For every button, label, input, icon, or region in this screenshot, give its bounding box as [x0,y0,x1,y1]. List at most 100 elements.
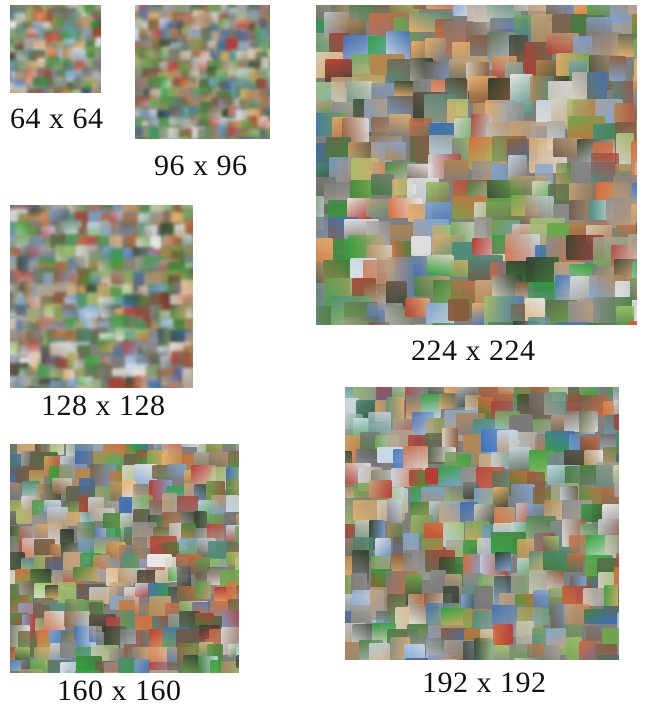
mosaic-patch [498,387,514,394]
mosaic-patch [495,552,511,571]
mosaic-patch [183,379,193,388]
mosaic-patch [614,414,619,430]
mosaic-patch [18,669,44,673]
mosaic-192 [345,387,619,660]
mosaic-patch [493,624,513,646]
mosaic-patch [10,387,31,388]
mosaic-patch [614,400,619,415]
mosaic-patch [614,481,619,497]
mosaic-patch [369,643,390,660]
mosaic-patch [451,260,469,278]
mosaic-patch [387,499,403,525]
mosaic-patch [425,38,446,60]
mosaic-patch [231,86,240,97]
mosaic-patch [474,638,493,661]
mosaic-patch [441,659,458,660]
mosaic-patch [543,645,560,660]
mosaic-patch [385,142,405,160]
image-160 [10,444,239,673]
image-64 [10,5,101,93]
mosaic-patch [268,49,270,58]
mosaic-patch [369,322,390,325]
mosaic-patch [170,382,183,388]
mosaic-patch [208,138,227,139]
mosaic-patch [532,608,549,625]
mosaic-patch [217,126,228,139]
mosaic-patch [76,387,90,388]
mosaic-patch [628,5,637,14]
mosaic-patch [183,655,197,673]
mosaic-patch [407,624,428,643]
mosaic-patch [369,480,392,499]
mosaic-patch [16,509,32,524]
mosaic-patch [135,69,138,80]
label-192: 192 x 192 [422,668,547,698]
mosaic-160 [10,444,239,673]
mosaic-patch [50,380,68,388]
mosaic-patch [149,126,160,139]
mosaic-patch [613,465,619,482]
mosaic-patch [62,304,76,318]
mosaic-patch [195,581,211,600]
mosaic-128 [10,205,193,388]
image-96 [135,5,270,139]
mosaic-patch [149,670,178,673]
mosaic-patch [589,323,618,325]
image-192 [345,387,619,660]
mosaic-patch [543,536,559,551]
mosaic-patch [185,220,193,233]
mosaic-96 [135,5,270,139]
mosaic-patch [139,29,148,39]
mosaic-patch [89,626,103,642]
label-64: 64 x 64 [10,104,104,134]
mosaic-patch [371,174,394,195]
label-224: 224 x 224 [411,336,536,366]
mosaic-patch [389,114,411,136]
mosaic-patch [100,221,111,236]
label-128: 128 x 128 [41,391,166,421]
mosaic-patch [150,99,159,108]
mosaic-patch [236,19,251,29]
mosaic-patch [628,321,637,325]
mosaic-patch [628,234,637,251]
mosaic-patch [188,77,197,87]
mosaic-patch [52,18,63,27]
mosaic-patch [494,645,510,660]
mosaic-patch [474,586,493,610]
mosaic-patch [60,640,77,658]
mosaic-patch [257,136,270,139]
label-160: 160 x 160 [57,676,182,706]
mosaic-patch [19,581,34,595]
mosaic-patch [488,322,513,325]
image-128 [10,205,193,388]
mosaic-patch [103,672,119,673]
mosaic-patch [134,659,150,673]
mosaic-patch [53,8,65,18]
mosaic-patch [636,119,637,140]
mosaic-patch [29,387,50,388]
mosaic-patch [93,88,101,93]
mosaic-patch [555,322,592,325]
mosaic-patch [448,299,469,321]
mosaic-patch [266,5,270,7]
mosaic-patch [411,236,431,256]
mosaic-patch [567,553,583,572]
image-224 [316,5,637,325]
mosaic-patch [609,56,627,81]
mosaic-patch [14,39,24,51]
mosaic-patch [514,658,544,660]
mosaic-patch [185,245,193,255]
mosaic-patch [528,317,550,325]
mosaic-patch [597,655,619,660]
mosaic-patch [72,90,81,93]
mosaic-patch [42,89,53,93]
mosaic-patch [181,444,198,447]
mosaic-patch [85,305,97,318]
mosaic-64 [10,5,101,93]
mosaic-patch [77,522,95,540]
mosaic-patch [182,137,190,139]
mosaic-patch [438,466,463,486]
mosaic-patch [256,78,266,89]
mosaic-224 [316,5,637,325]
mosaic-patch [82,88,91,93]
